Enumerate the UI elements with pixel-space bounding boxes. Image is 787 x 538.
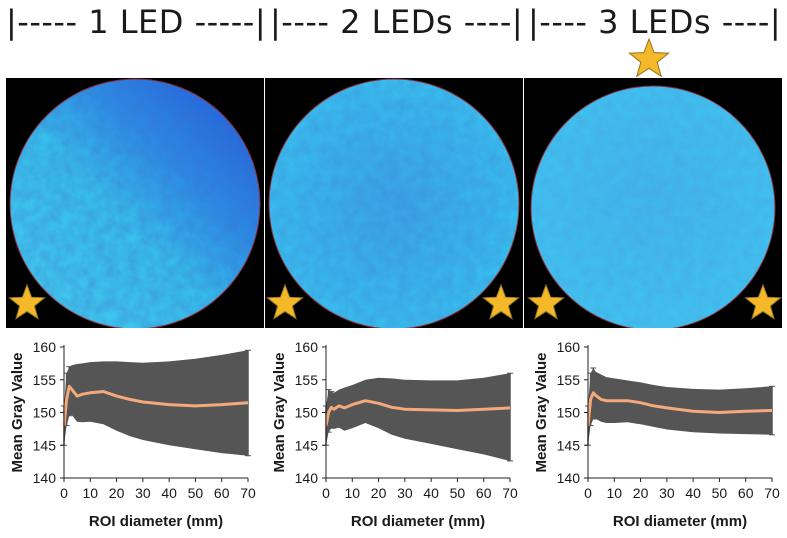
x-tick-label: 20 xyxy=(109,485,125,501)
mean-line xyxy=(586,391,773,426)
chart-3-leds: 140 145 150 155 160 0 10 20 30 40 50 60 70 ROI diamet… xyxy=(524,333,786,534)
x-tick-label: 20 xyxy=(633,485,649,501)
disc-image-2-leds xyxy=(265,78,523,328)
header-1-led: |----- 1 LED -----| xyxy=(6,3,267,41)
x-tick-label: 30 xyxy=(397,485,413,501)
disc-image-3-leds xyxy=(524,78,782,328)
y-tick-label: 150 xyxy=(295,405,319,421)
x-tick-label: 50 xyxy=(450,485,466,501)
y-tick-label: 140 xyxy=(33,470,57,486)
y-tick-label: 140 xyxy=(295,470,319,486)
led-star-icon xyxy=(482,284,520,320)
x-tick-label: 30 xyxy=(659,485,675,501)
image-panel-3-leds xyxy=(524,78,782,328)
x-tick-label: 0 xyxy=(584,485,592,501)
x-tick-label: 40 xyxy=(685,485,701,501)
image-panel-1-led xyxy=(6,78,264,328)
x-tick-label: 50 xyxy=(188,485,204,501)
x-tick-label: 60 xyxy=(214,485,230,501)
led-star-icon xyxy=(527,284,565,320)
x-tick-label: 50 xyxy=(712,485,728,501)
led-star-icon xyxy=(744,284,782,320)
x-tick-label: 0 xyxy=(60,485,68,501)
x-tick-label: 70 xyxy=(502,485,518,501)
x-tick-label: 30 xyxy=(135,485,151,501)
y-tick-label: 155 xyxy=(295,372,319,388)
y-tick-label: 160 xyxy=(33,339,57,355)
x-axis-label: ROI diameter (mm) xyxy=(89,513,223,530)
y-tick-label: 145 xyxy=(33,437,57,453)
led-star-icon xyxy=(266,284,304,320)
chart-2-leds: 140 145 150 155 160 0 10 20 30 40 50 60 70 ROI diamet… xyxy=(262,333,524,534)
y-tick-label: 145 xyxy=(557,437,581,453)
x-tick-label: 60 xyxy=(476,485,492,501)
chart-1-led: 140 145 150 155 160 0 10 20 30 40 50 60 70 ROI diamet… xyxy=(0,333,262,534)
y-tick-label: 140 xyxy=(557,470,581,486)
std-band xyxy=(326,373,510,461)
image-panel-2-leds xyxy=(265,78,523,328)
x-tick-label: 60 xyxy=(738,485,754,501)
mean-line xyxy=(62,384,249,426)
y-tick-label: 160 xyxy=(295,339,319,355)
led-star-icon xyxy=(8,284,46,320)
header-2-leds: |---- 2 LEDs ----| xyxy=(270,3,524,41)
y-axis-label: Mean Gray Value xyxy=(271,352,288,472)
x-axis-label: ROI diameter (mm) xyxy=(613,513,747,530)
led-star-icon xyxy=(628,38,670,78)
x-tick-label: 70 xyxy=(764,485,780,501)
mean-line xyxy=(324,399,511,426)
disc-image-1-led xyxy=(6,78,264,328)
y-tick-label: 145 xyxy=(295,437,319,453)
y-tick-label: 150 xyxy=(557,405,581,421)
std-band xyxy=(588,368,772,446)
y-tick-label: 155 xyxy=(33,372,57,388)
header-3-leds: |---- 3 LEDs ----| xyxy=(528,3,782,41)
x-tick-label: 40 xyxy=(161,485,177,501)
x-tick-label: 10 xyxy=(82,485,98,501)
x-tick-label: 0 xyxy=(322,485,330,501)
x-tick-label: 20 xyxy=(371,485,387,501)
x-tick-label: 10 xyxy=(344,485,360,501)
x-tick-label: 10 xyxy=(606,485,622,501)
x-tick-label: 70 xyxy=(240,485,256,501)
x-axis-label: ROI diameter (mm) xyxy=(351,513,485,530)
y-tick-label: 150 xyxy=(33,405,57,421)
y-tick-label: 155 xyxy=(557,372,581,388)
y-axis-label: Mean Gray Value xyxy=(533,352,550,472)
x-tick-label: 40 xyxy=(423,485,439,501)
y-tick-label: 160 xyxy=(557,339,581,355)
y-axis-label: Mean Gray Value xyxy=(9,352,26,472)
